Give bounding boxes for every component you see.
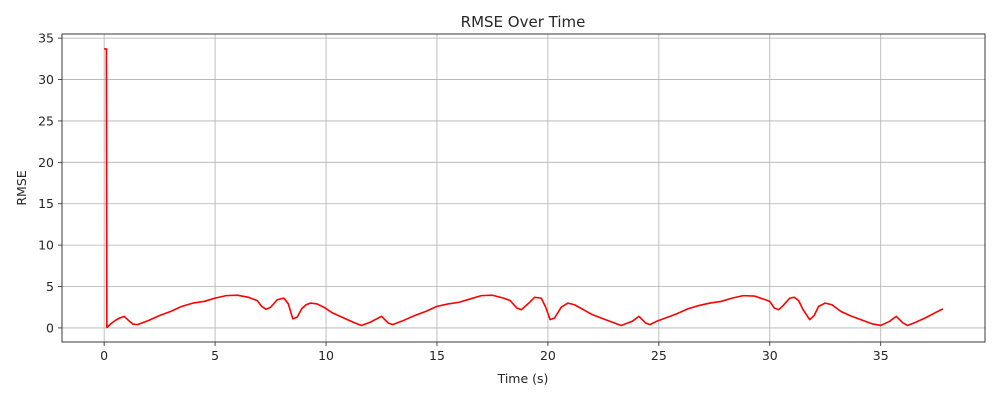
rmse-series-line (104, 48, 944, 329)
y-tick-label: 30 (38, 72, 54, 87)
x-tick-label: 10 (318, 348, 334, 363)
x-axis-label: Time (s) (497, 371, 549, 386)
plot-area-frame (61, 33, 986, 343)
y-tick-label: 0 (46, 320, 54, 335)
x-tick-label: 35 (873, 348, 889, 363)
y-tick-label: 5 (46, 279, 54, 294)
y-tick-label: 10 (38, 238, 54, 253)
y-tick-label: 15 (38, 196, 54, 211)
y-tick-label: 20 (38, 155, 54, 170)
grid (62, 34, 985, 342)
x-tick-label: 20 (540, 348, 556, 363)
x-tick-label: 25 (651, 348, 667, 363)
x-tick-label: 5 (211, 348, 219, 363)
x-tick-label: 30 (762, 348, 778, 363)
y-tick-label: 25 (38, 113, 54, 128)
x-tick-label: 0 (100, 348, 108, 363)
y-axis: 0 5 10 15 20 25 30 35 (38, 31, 62, 335)
x-tick-label: 15 (429, 348, 445, 363)
y-axis-label: RMSE (14, 170, 29, 205)
x-axis: 0 5 10 15 20 25 30 35 (100, 342, 889, 363)
chart-title: RMSE Over Time (461, 13, 586, 31)
y-tick-label: 35 (38, 31, 54, 46)
